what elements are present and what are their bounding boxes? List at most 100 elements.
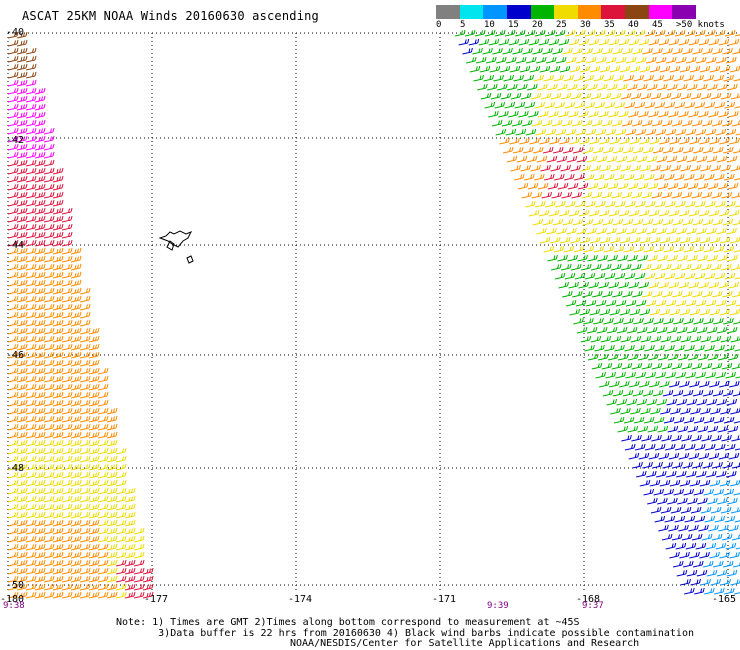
wind-barb xyxy=(554,101,566,109)
wind-barb xyxy=(638,209,650,217)
wind-barb xyxy=(34,503,46,511)
wind-barb xyxy=(632,146,644,154)
wind-barb xyxy=(599,308,611,316)
wind-barb xyxy=(454,29,466,37)
wind-barb xyxy=(106,479,118,487)
wind-barb xyxy=(552,146,564,154)
wind-barb xyxy=(640,407,651,415)
wind-barb xyxy=(688,452,700,460)
wind-barb xyxy=(615,299,627,307)
wind-barb xyxy=(594,272,606,280)
wind-barb xyxy=(718,209,730,217)
wind-barb xyxy=(506,155,518,163)
wind-barb xyxy=(79,487,91,495)
wind-barb xyxy=(674,515,686,523)
wind-barb xyxy=(582,218,594,226)
wind-barb xyxy=(16,303,28,311)
wind-barb xyxy=(582,146,594,154)
wind-barb xyxy=(576,227,587,235)
wind-barb xyxy=(719,380,730,388)
wind-barb xyxy=(720,335,732,343)
wind-barb xyxy=(25,183,37,191)
footnote-line-2: 3)Data buffer is 22 hrs from 20160630 4)… xyxy=(158,628,694,639)
wind-barb xyxy=(570,263,582,271)
wind-barb xyxy=(464,29,476,37)
wind-barb xyxy=(695,299,707,307)
wind-barb xyxy=(7,335,19,343)
wind-barb xyxy=(734,520,740,523)
wind-barb xyxy=(664,101,676,109)
wind-barb xyxy=(651,191,663,199)
wind-barb xyxy=(726,470,737,478)
wind-barb xyxy=(25,303,37,311)
wind-barb xyxy=(679,236,691,244)
wind-barb xyxy=(7,311,19,319)
time-label-right: 9:37 xyxy=(582,601,604,611)
wind-barb xyxy=(626,326,638,334)
wind-barb xyxy=(653,74,664,82)
wind-barb xyxy=(88,567,100,575)
wind-barb xyxy=(659,137,670,145)
wind-barb xyxy=(462,47,473,55)
wind-barb xyxy=(687,182,699,190)
colorbar-swatch xyxy=(554,5,578,19)
wind-barb xyxy=(7,431,19,439)
wind-barb xyxy=(722,461,733,469)
wind-barb xyxy=(97,535,109,543)
lat-label-46: -46 xyxy=(6,350,25,361)
wind-barb xyxy=(528,110,539,118)
wind-barb xyxy=(661,434,672,442)
wind-barb xyxy=(735,205,740,208)
wind-barb xyxy=(730,164,740,172)
wind-barb xyxy=(664,173,675,181)
wind-barb xyxy=(664,515,676,523)
wind-barb xyxy=(25,119,37,127)
wind-barb xyxy=(16,319,28,327)
wind-barb xyxy=(532,218,544,226)
wind-barb xyxy=(106,471,118,479)
wind-barb xyxy=(492,47,503,55)
wind-barb xyxy=(16,215,28,223)
wind-barb xyxy=(720,164,731,172)
wind-barb xyxy=(79,303,91,311)
wind-barb xyxy=(106,439,118,447)
wind-barb xyxy=(711,119,723,127)
wind-barb xyxy=(133,535,145,543)
wind-barb xyxy=(719,236,731,244)
wind-barb xyxy=(681,362,693,370)
wind-barb xyxy=(16,439,28,447)
wind-barb xyxy=(124,567,136,575)
wind-barb xyxy=(621,119,633,127)
wind-barb xyxy=(584,344,595,352)
wind-barb xyxy=(34,359,46,367)
wind-barb xyxy=(508,38,520,46)
wind-barb xyxy=(686,155,698,163)
wind-barb xyxy=(485,56,497,64)
wind-barb xyxy=(727,497,738,505)
wind-barb xyxy=(660,407,671,415)
colorbar-swatch xyxy=(436,5,460,19)
wind-barb xyxy=(34,415,46,423)
wind-barb xyxy=(25,103,37,111)
wind-barb xyxy=(124,543,136,551)
wind-barb xyxy=(565,128,577,136)
wind-barb xyxy=(599,236,611,244)
wind-barb xyxy=(591,191,603,199)
wind-barb xyxy=(661,533,673,541)
wind-barb xyxy=(536,155,548,163)
wind-barb xyxy=(581,119,593,127)
wind-barb xyxy=(34,87,46,95)
wind-barb xyxy=(620,263,632,271)
wind-barb xyxy=(25,391,37,399)
wind-barb xyxy=(16,287,28,295)
wind-barb xyxy=(645,200,656,208)
wind-barb xyxy=(7,551,19,559)
wind-barb xyxy=(97,551,109,559)
wind-barb xyxy=(7,223,19,231)
wind-barb xyxy=(638,452,650,460)
wind-barb xyxy=(688,110,699,118)
wind-barb xyxy=(670,92,682,100)
wind-barb xyxy=(660,335,672,343)
wind-barb xyxy=(617,254,628,262)
wind-barb xyxy=(721,191,733,199)
